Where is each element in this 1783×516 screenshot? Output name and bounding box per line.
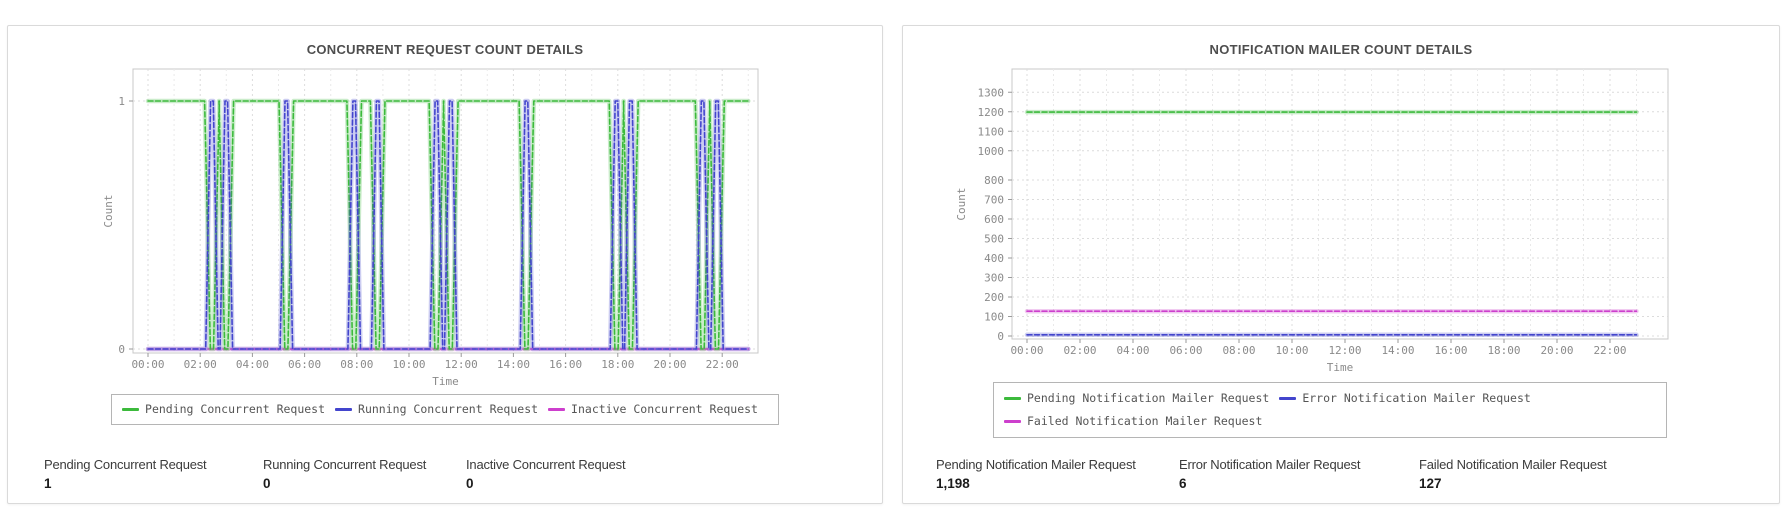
svg-text:16:00: 16:00 (1434, 344, 1467, 357)
notification-mailer-panel: NOTIFICATION MAILER COUNT DETAILS 0 100 20… (902, 25, 1780, 504)
svg-text:1000: 1000 (978, 145, 1005, 158)
stat-label: Pending Concurrent Request (44, 457, 207, 472)
legend-swatch (1004, 397, 1021, 400)
y-axis-label: Count (102, 194, 115, 227)
svg-text:04:00: 04:00 (236, 358, 269, 371)
chart-title-mailer: NOTIFICATION MAILER COUNT DETAILS (1209, 42, 1473, 57)
stat-value: 0 (466, 476, 474, 491)
legend-swatch (335, 408, 353, 411)
legend-label: Failed Notification Mailer Request (1027, 414, 1263, 428)
svg-text:04:00: 04:00 (1116, 344, 1149, 357)
svg-text:06:00: 06:00 (288, 358, 321, 371)
svg-text:14:00: 14:00 (1381, 344, 1414, 357)
notification-mailer-legend: Pending Notification Mailer Request Error… (993, 382, 1667, 438)
svg-text:12:00: 12:00 (445, 358, 478, 371)
svg-text:14:00: 14:00 (497, 358, 530, 371)
notification-mailer-chart[interactable]: 0 100 200 300 400 500 600 700 800 1000 1100 1200 130… (903, 62, 1779, 392)
svg-text:08:00: 08:00 (340, 358, 373, 371)
stat-failed-mailer: Failed Notification Mailer Request 127 (1419, 457, 1607, 491)
stat-value: 1,198 (936, 476, 970, 491)
y-axis-label: Count (955, 187, 968, 220)
stat-value: 1 (44, 476, 52, 491)
legend-swatch (548, 408, 566, 411)
notification-mailer-stats: Pending Notification Mailer Request 1,19… (936, 457, 1607, 491)
legend-label: Pending Notification Mailer Request (1027, 391, 1270, 405)
legend-box: Pending Concurrent Request Running Concur… (111, 394, 779, 425)
svg-text:300: 300 (984, 272, 1004, 285)
legend-item-1[interactable]: Running Concurrent Request (335, 402, 538, 416)
svg-text:800: 800 (984, 174, 1004, 187)
svg-text:10:00: 10:00 (392, 358, 425, 371)
svg-text:22:00: 22:00 (1593, 344, 1626, 357)
stat-label: Pending Notification Mailer Request (936, 457, 1136, 472)
stat-value: 127 (1419, 476, 1442, 491)
concurrent-request-legend: Pending Concurrent Request Running Concur… (8, 394, 882, 425)
legend-item-2[interactable]: Inactive Concurrent Request (548, 402, 758, 416)
concurrent-request-stats: Pending Concurrent Request 1 Running Con… (44, 457, 626, 491)
stat-label: Failed Notification Mailer Request (1419, 457, 1607, 472)
svg-text:500: 500 (984, 233, 1004, 246)
svg-text:20:00: 20:00 (653, 358, 686, 371)
stat-label: Inactive Concurrent Request (466, 457, 626, 472)
legend-item-0[interactable]: Pending Concurrent Request (122, 402, 325, 416)
x-axis-label: Time (432, 375, 459, 388)
svg-text:00:00: 00:00 (131, 358, 164, 371)
svg-text:200: 200 (984, 291, 1004, 304)
legend-box: Pending Notification Mailer Request Error… (993, 382, 1667, 438)
svg-text:22:00: 22:00 (706, 358, 739, 371)
svg-text:1300: 1300 (978, 86, 1005, 99)
series-pending-concurrent (147, 100, 750, 350)
svg-text:10:00: 10:00 (1275, 344, 1308, 357)
svg-text:00:00: 00:00 (1010, 344, 1043, 357)
svg-text:100: 100 (984, 311, 1004, 324)
legend-swatch (122, 408, 140, 411)
svg-text:12:00: 12:00 (1328, 344, 1361, 357)
legend-label: Error Notification Mailer Request (1302, 391, 1531, 405)
stat-value: 6 (1179, 476, 1187, 491)
legend-label: Running Concurrent Request (358, 402, 539, 416)
svg-text:0: 0 (118, 343, 125, 356)
svg-text:400: 400 (984, 252, 1004, 265)
series-running-concurrent (147, 100, 750, 350)
stat-label: Error Notification Mailer Request (1179, 457, 1361, 472)
legend-label: Inactive Concurrent Request (571, 402, 758, 416)
concurrent-request-chart[interactable]: 0 1 00:00 02:00 04:00 06:00 08:00 10:00 12:00 14:… (8, 62, 882, 392)
svg-text:1: 1 (118, 95, 125, 108)
legend-item-2[interactable]: Failed Notification Mailer Request (1004, 414, 1262, 428)
concurrent-request-panel: CONCURRENT REQUEST COUNT DETAILS 0 1 00:00… (7, 25, 883, 504)
svg-text:0: 0 (997, 330, 1004, 343)
svg-text:1100: 1100 (978, 125, 1005, 138)
svg-text:06:00: 06:00 (1169, 344, 1202, 357)
legend-item-1[interactable]: Error Notification Mailer Request (1279, 391, 1531, 405)
mailer-chart-svg: 0 100 200 300 400 500 600 700 800 1000 1100 1200 130… (955, 68, 1669, 374)
concurrent-chart-svg: 0 1 00:00 02:00 04:00 06:00 08:00 10:00 12:00 14:… (102, 68, 759, 388)
stat-error-mailer: Error Notification Mailer Request 6 (1179, 457, 1419, 491)
svg-text:1200: 1200 (978, 106, 1005, 119)
chart-title-concurrent: CONCURRENT REQUEST COUNT DETAILS (306, 42, 584, 57)
stat-pending-concurrent: Pending Concurrent Request 1 (44, 457, 263, 491)
x-axis-label: Time (1327, 361, 1354, 374)
stat-inactive-concurrent: Inactive Concurrent Request 0 (466, 457, 626, 491)
stat-label: Running Concurrent Request (263, 457, 427, 472)
svg-text:02:00: 02:00 (184, 358, 217, 371)
legend-swatch (1004, 420, 1021, 423)
svg-text:700: 700 (984, 194, 1004, 207)
stat-value: 0 (263, 476, 271, 491)
legend-swatch (1279, 397, 1297, 400)
svg-text:600: 600 (984, 213, 1004, 226)
legend-item-0[interactable]: Pending Notification Mailer Request (1004, 391, 1269, 405)
svg-text:16:00: 16:00 (549, 358, 582, 371)
stat-running-concurrent: Running Concurrent Request 0 (263, 457, 466, 491)
svg-text:02:00: 02:00 (1063, 344, 1096, 357)
svg-text:18:00: 18:00 (601, 358, 634, 371)
stat-pending-mailer: Pending Notification Mailer Request 1,19… (936, 457, 1179, 491)
svg-text:18:00: 18:00 (1487, 344, 1520, 357)
svg-text:08:00: 08:00 (1222, 344, 1255, 357)
svg-text:20:00: 20:00 (1540, 344, 1573, 357)
legend-label: Pending Concurrent Request (145, 402, 326, 416)
